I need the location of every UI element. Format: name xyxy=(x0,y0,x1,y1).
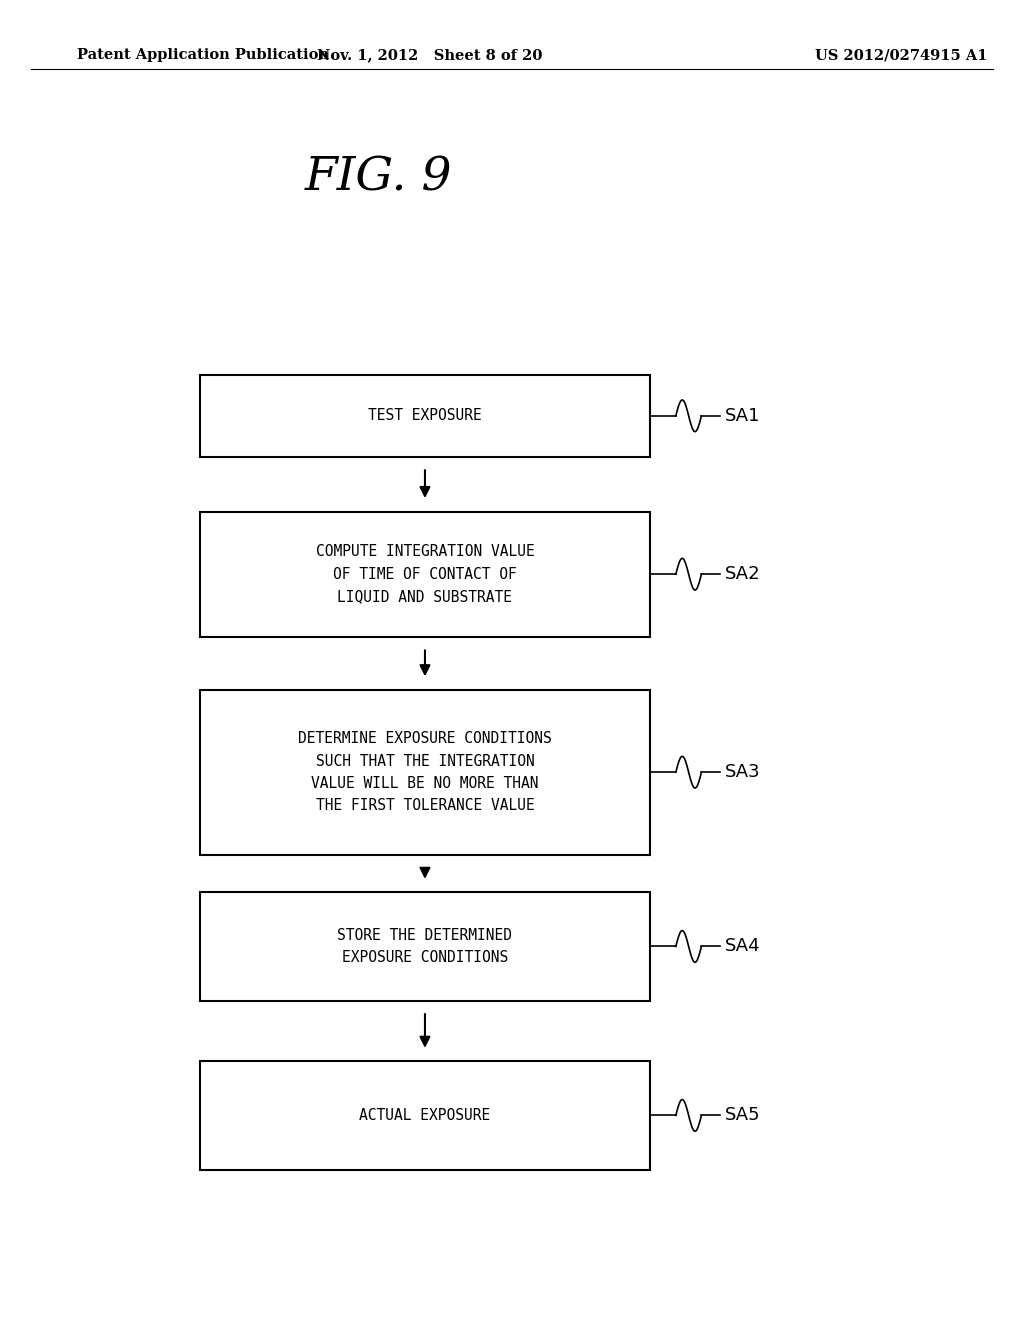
Text: Nov. 1, 2012   Sheet 8 of 20: Nov. 1, 2012 Sheet 8 of 20 xyxy=(317,49,543,62)
Text: FIG. 9: FIG. 9 xyxy=(305,156,453,201)
Bar xyxy=(200,892,650,1001)
Text: SA5: SA5 xyxy=(725,1106,761,1125)
Bar xyxy=(200,1061,650,1170)
Text: COMPUTE INTEGRATION VALUE
OF TIME OF CONTACT OF
LIQUID AND SUBSTRATE: COMPUTE INTEGRATION VALUE OF TIME OF CON… xyxy=(315,544,535,605)
Text: Patent Application Publication: Patent Application Publication xyxy=(77,49,329,62)
Bar xyxy=(200,512,650,638)
Text: ACTUAL EXPOSURE: ACTUAL EXPOSURE xyxy=(359,1107,490,1123)
Text: DETERMINE EXPOSURE CONDITIONS
SUCH THAT THE INTEGRATION
VALUE WILL BE NO MORE TH: DETERMINE EXPOSURE CONDITIONS SUCH THAT … xyxy=(298,731,552,813)
Bar xyxy=(200,375,650,457)
Text: SA4: SA4 xyxy=(725,937,761,956)
Text: SA2: SA2 xyxy=(725,565,761,583)
Bar xyxy=(200,689,650,855)
Text: STORE THE DETERMINED
EXPOSURE CONDITIONS: STORE THE DETERMINED EXPOSURE CONDITIONS xyxy=(338,928,512,965)
Text: SA3: SA3 xyxy=(725,763,761,781)
Text: US 2012/0274915 A1: US 2012/0274915 A1 xyxy=(815,49,987,62)
Text: TEST EXPOSURE: TEST EXPOSURE xyxy=(368,408,482,424)
Text: SA1: SA1 xyxy=(725,407,761,425)
